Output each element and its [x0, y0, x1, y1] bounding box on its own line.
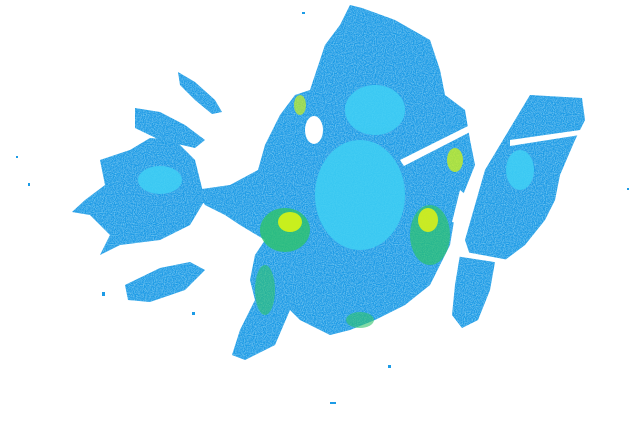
core-north: [345, 85, 405, 135]
cell-yellow: [278, 212, 302, 232]
speck: [302, 12, 305, 14]
beam-gap: [455, 250, 520, 266]
speck: [388, 365, 391, 368]
echo-right-lower: [452, 255, 495, 328]
beam-gap: [510, 130, 580, 146]
echo-strong: [255, 95, 463, 328]
core-east: [506, 150, 534, 190]
specks: [16, 12, 629, 404]
echo-left: [72, 138, 205, 255]
speck: [192, 312, 195, 315]
cell-green: [255, 265, 275, 315]
echo-left-streak: [178, 72, 222, 114]
cell-yellow: [294, 95, 306, 115]
beam-gap: [400, 125, 470, 166]
core-center: [315, 140, 405, 250]
cell-yellow: [447, 148, 463, 172]
echo-left-lower: [125, 262, 205, 302]
core-west: [138, 166, 182, 194]
cell-yellow: [418, 208, 438, 232]
cell-green: [346, 312, 374, 328]
echo-left-upper: [135, 108, 205, 148]
speck: [28, 183, 30, 186]
echo-core: [138, 85, 534, 250]
speck: [330, 402, 336, 404]
speck: [102, 292, 105, 296]
echo-gap: [452, 190, 472, 225]
echo-gap: [305, 116, 323, 144]
speck: [16, 156, 18, 158]
speck: [627, 188, 629, 190]
